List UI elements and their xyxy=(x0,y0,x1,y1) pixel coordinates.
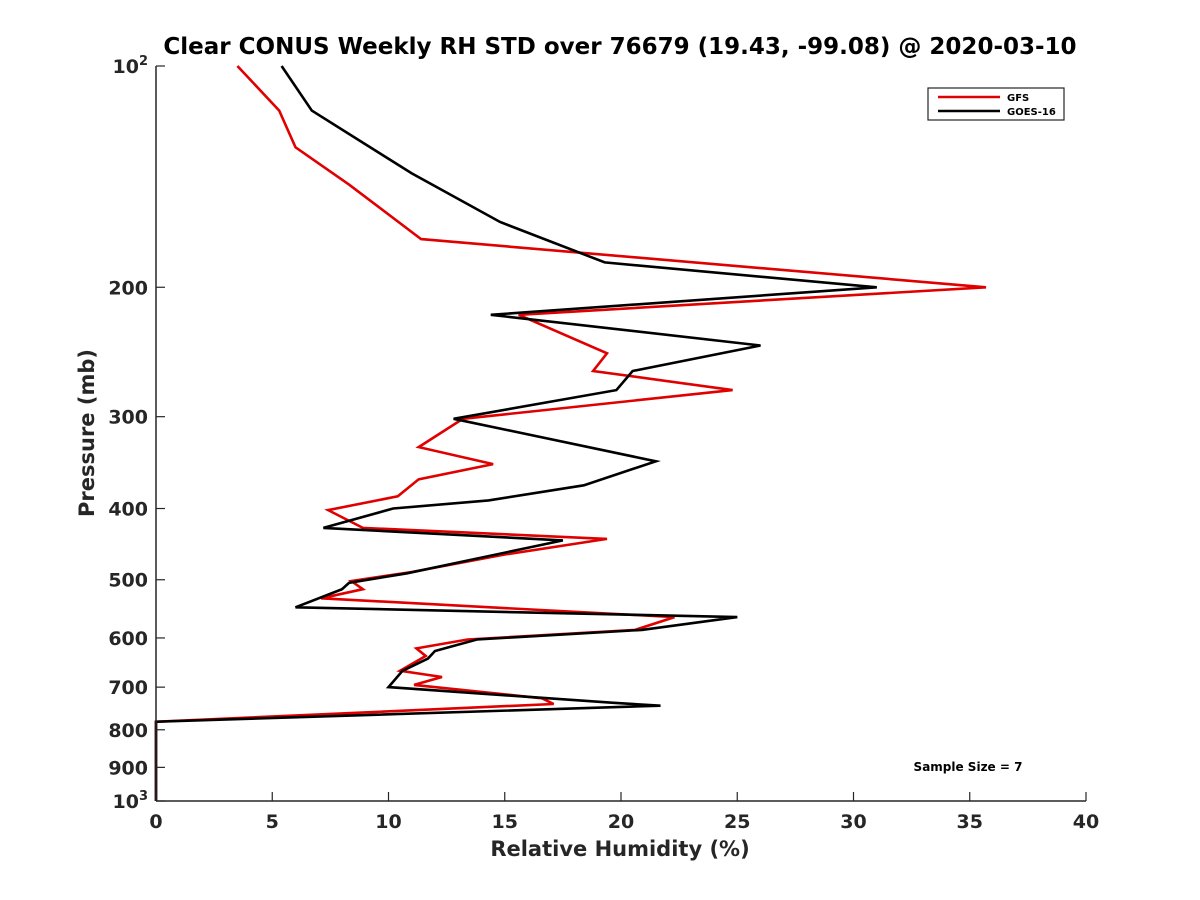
x-tick-label: 40 xyxy=(1073,811,1099,833)
y-tick-label: 103 xyxy=(113,789,149,813)
y-tick-label: 200 xyxy=(108,277,148,299)
y-axis-label: Pressure (mb) xyxy=(75,349,99,517)
x-tick-label: 35 xyxy=(957,811,983,833)
x-tick-label: 5 xyxy=(266,811,279,833)
legend: GFS GOES-16 xyxy=(927,87,1065,121)
x-tick-label: 15 xyxy=(492,811,518,833)
chart-title: Clear CONUS Weekly RH STD over 76679 (19… xyxy=(163,34,1076,60)
series-lines xyxy=(154,65,987,801)
x-axis-ticks: 0 5 10 15 20 25 30 35 40 xyxy=(149,792,1099,833)
y-tick-label: 600 xyxy=(108,628,148,650)
y-tick-label: 300 xyxy=(108,407,148,429)
series-line-gfs xyxy=(154,65,987,801)
legend-label-goes16: GOES-16 xyxy=(1007,107,1056,118)
series-line-goes16 xyxy=(154,65,877,801)
x-tick-label: 0 xyxy=(149,811,162,833)
sample-size-annotation: Sample Size = 7 xyxy=(914,760,1023,774)
y-tick-label: 700 xyxy=(108,677,148,699)
y-axis-ticks: 102 200 300 400 500 600 700 800 900 103 xyxy=(108,54,165,813)
legend-label-gfs: GFS xyxy=(1007,93,1029,104)
y-tick-label: 900 xyxy=(108,757,148,779)
x-tick-label: 20 xyxy=(608,811,634,833)
y-tick-label: 102 xyxy=(113,54,149,78)
x-tick-label: 30 xyxy=(840,811,866,833)
y-tick-label: 400 xyxy=(108,499,148,521)
y-tick-label: 800 xyxy=(108,720,148,742)
legend-box xyxy=(927,87,1065,121)
y-tick-label: 500 xyxy=(108,570,148,592)
x-tick-label: 10 xyxy=(375,811,401,833)
x-tick-label: 25 xyxy=(724,811,750,833)
x-axis-label: Relative Humidity (%) xyxy=(490,837,749,861)
